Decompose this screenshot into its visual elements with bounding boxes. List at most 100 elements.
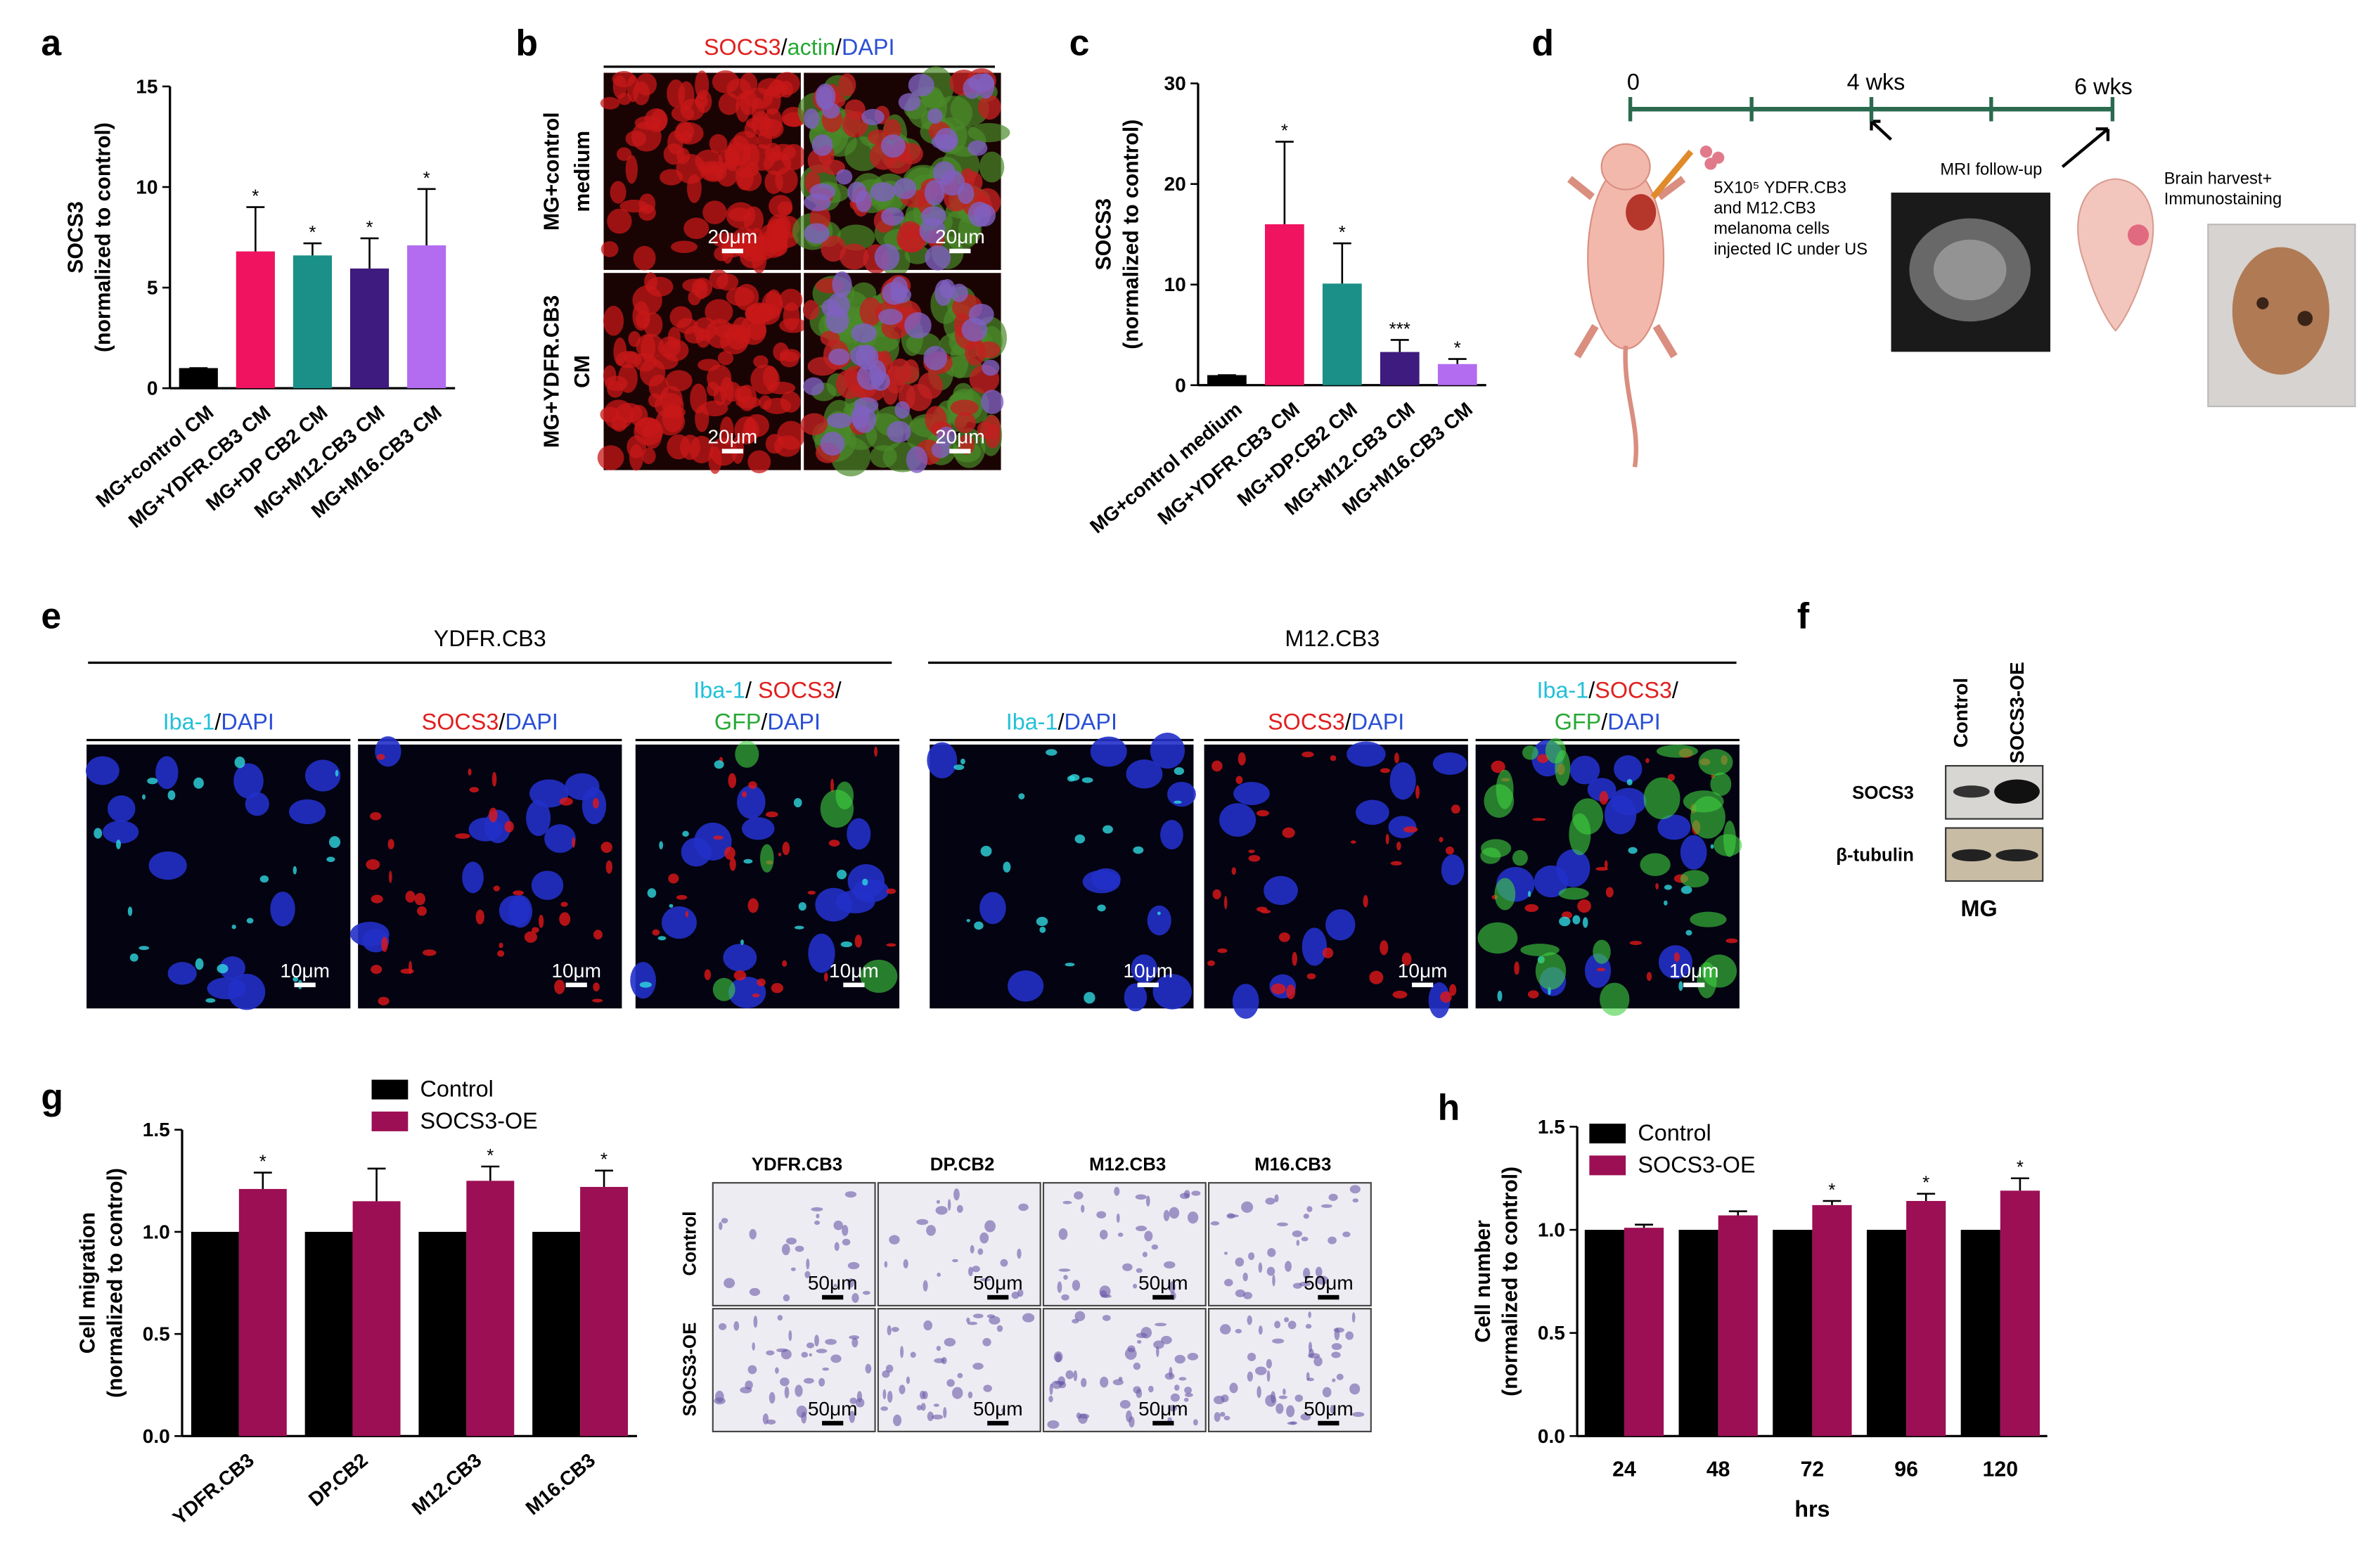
cell (1349, 1383, 1361, 1395)
cell (1559, 916, 1571, 927)
cell (371, 894, 383, 904)
cell (1169, 1367, 1173, 1378)
cell (880, 1406, 889, 1411)
cell (919, 217, 946, 244)
bar (1718, 1215, 1758, 1437)
cell (801, 1351, 809, 1358)
x-tick-label: M12.CB3 (408, 1449, 486, 1519)
cell (790, 1267, 796, 1271)
cell (1401, 952, 1412, 966)
cell (759, 844, 774, 873)
cell (702, 200, 727, 224)
cell (455, 833, 470, 839)
cell (1271, 983, 1286, 995)
cell (707, 381, 719, 397)
cell (818, 1377, 825, 1387)
band (1994, 779, 2040, 804)
bar (236, 251, 275, 389)
cell (847, 1261, 860, 1270)
image-border (877, 1308, 1041, 1432)
cell (1572, 915, 1581, 925)
cell (823, 972, 828, 982)
cell (559, 912, 571, 926)
scale-bar (721, 449, 743, 454)
mouse-limbs (1567, 176, 1686, 359)
scale-label: 10μm (1123, 960, 1173, 982)
y-axis-label: (normalized to control) (1499, 1167, 1522, 1396)
cell (925, 245, 951, 271)
cell (304, 759, 341, 792)
cell (1380, 940, 1389, 956)
cell (246, 918, 254, 924)
cell (748, 781, 757, 789)
cell (1207, 960, 1216, 966)
legend-label: SOCS3-OE (1638, 1152, 1755, 1177)
cell (1283, 1317, 1290, 1323)
image-border (1042, 1308, 1207, 1432)
cell (923, 1280, 928, 1292)
bar (1584, 1230, 1624, 1437)
cell (1356, 799, 1389, 825)
cell (142, 794, 146, 800)
cell (207, 977, 246, 1000)
cell (1136, 1226, 1148, 1232)
significance: * (1454, 339, 1461, 359)
cell (828, 348, 850, 366)
bar (179, 368, 218, 389)
cell (752, 1342, 755, 1351)
cell (632, 285, 662, 316)
mouse-head (1600, 143, 1651, 191)
column-label: M16.CB3 (1254, 1155, 1331, 1174)
micrograph (86, 744, 351, 1009)
cell (725, 324, 751, 350)
cell (781, 143, 806, 170)
cell (861, 108, 885, 126)
cell (328, 836, 341, 848)
significance: * (309, 223, 316, 243)
cell (851, 1337, 859, 1348)
cell (676, 894, 688, 900)
cell (376, 754, 385, 760)
cell (1241, 1201, 1254, 1213)
cell (735, 740, 759, 768)
cell (1047, 1420, 1060, 1429)
cell (1320, 1204, 1332, 1208)
cell (887, 420, 911, 443)
scale-bar (1412, 982, 1434, 987)
bar (1380, 352, 1420, 385)
cell (960, 758, 965, 765)
cell (1363, 894, 1368, 908)
cell (387, 839, 394, 849)
cell (468, 768, 472, 776)
cell (1569, 755, 1600, 785)
cell (694, 94, 708, 108)
cell (1112, 1379, 1124, 1386)
cell (926, 1225, 936, 1236)
cell (1678, 981, 1683, 991)
cell (1296, 1240, 1300, 1246)
cell (1282, 827, 1295, 838)
cell (1008, 970, 1044, 1002)
cell (709, 269, 729, 290)
cell (977, 420, 994, 439)
label-part: / (1601, 709, 1607, 735)
cell (1680, 885, 1692, 894)
cell (1272, 1338, 1285, 1344)
cell (844, 1191, 857, 1198)
cell (1214, 1412, 1221, 1422)
scale-label: 50μm (973, 1398, 1023, 1420)
cell (1628, 847, 1638, 854)
cell (1265, 1197, 1275, 1205)
cell (961, 317, 988, 342)
cell (1266, 1266, 1275, 1276)
lane-label: SOCS3-OE (2006, 662, 2028, 764)
cell (932, 161, 956, 185)
significance: * (423, 169, 430, 188)
cell (532, 927, 539, 933)
cell (906, 383, 932, 411)
panel-letter: e (41, 596, 61, 636)
cell (1292, 951, 1297, 966)
cell (513, 890, 524, 896)
image-border (1207, 1182, 1372, 1306)
